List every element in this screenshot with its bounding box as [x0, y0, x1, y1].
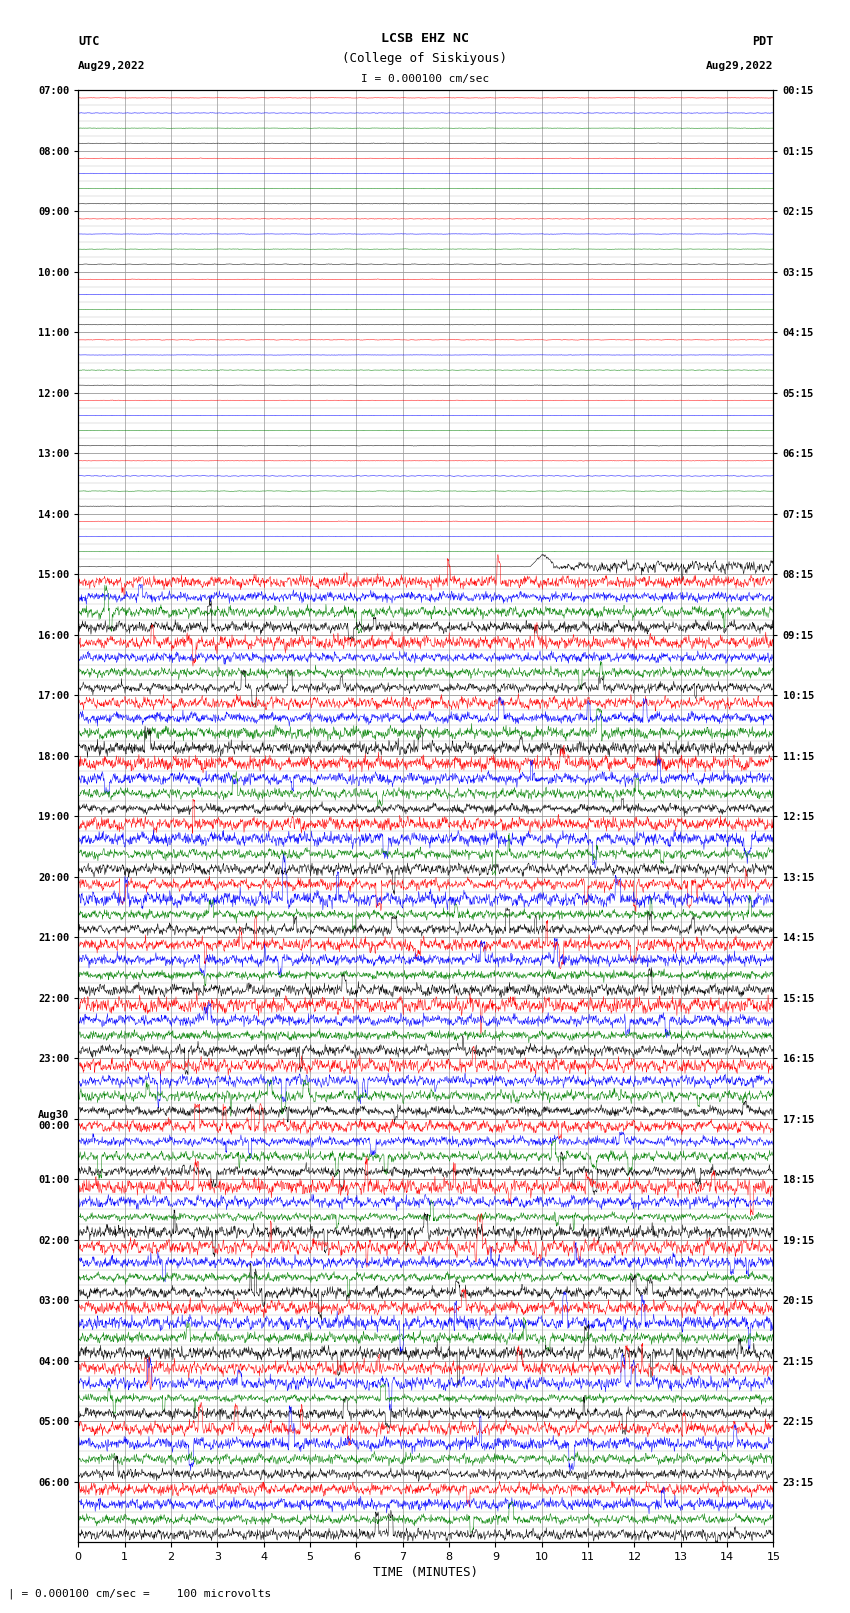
Text: (College of Siskiyous): (College of Siskiyous) [343, 52, 507, 65]
X-axis label: TIME (MINUTES): TIME (MINUTES) [373, 1566, 479, 1579]
Text: LCSB EHZ NC: LCSB EHZ NC [381, 32, 469, 45]
Text: Aug29,2022: Aug29,2022 [78, 61, 145, 71]
Text: PDT: PDT [752, 35, 774, 48]
Text: UTC: UTC [78, 35, 99, 48]
Text: Aug29,2022: Aug29,2022 [706, 61, 774, 71]
Text: I = 0.000100 cm/sec: I = 0.000100 cm/sec [361, 74, 489, 84]
Text: | = 0.000100 cm/sec =    100 microvolts: | = 0.000100 cm/sec = 100 microvolts [8, 1589, 272, 1598]
